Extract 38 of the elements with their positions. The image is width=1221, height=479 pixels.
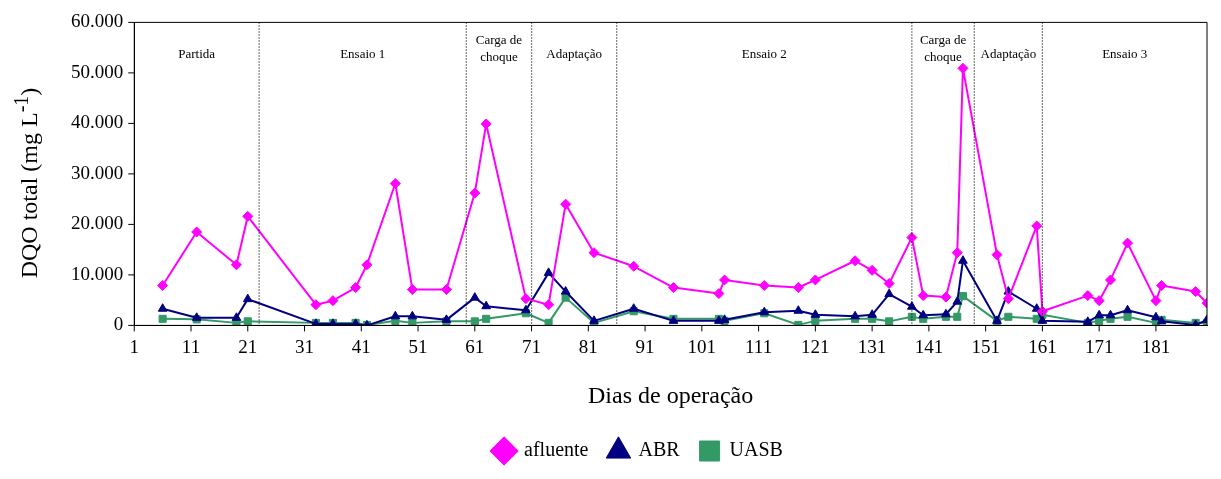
x-tick-label: 51 [408, 335, 428, 357]
x-tick-label: 141 [914, 335, 944, 357]
y-tick-label: 0 [113, 313, 124, 335]
annotation: Carga de choque [475, 31, 523, 64]
x-tick-label: 91 [635, 335, 655, 357]
x-tick-label: 161 [1028, 335, 1057, 357]
x-tick-label: 121 [801, 335, 830, 357]
x-tick-label: 61 [465, 335, 485, 357]
x-tick-label: 81 [578, 335, 598, 357]
legend-label: ABR [638, 438, 681, 461]
x-tick-label: 21 [238, 335, 258, 357]
x-tick-label: 31 [295, 335, 315, 357]
y-tick-label: 50.000 [71, 60, 124, 82]
annotation: Partida [178, 45, 216, 61]
x-tick-label: 1 [129, 335, 139, 357]
annotation: Ensaio 3 [1102, 45, 1148, 61]
x-tick-label: 41 [351, 335, 371, 357]
x-tick-label: 111 [745, 335, 773, 357]
legend-label: afluente [524, 438, 589, 461]
annotation: Ensaio 1 [340, 45, 386, 61]
x-tick-label: 131 [857, 335, 887, 357]
x-tick-label: 171 [1084, 335, 1114, 357]
annotation: Adaptação [546, 45, 602, 61]
y-tick-label: 20.000 [71, 212, 124, 234]
annotation: Carga de choque [919, 31, 967, 64]
x-tick-label: 71 [522, 335, 542, 357]
annotation: Ensaio 2 [741, 45, 787, 61]
legend-label: UASB [729, 438, 783, 461]
x-tick-label: 151 [971, 335, 1000, 357]
x-tick-label: 11 [181, 335, 201, 357]
y-tick-label: 30.000 [71, 161, 124, 183]
annotation: Adaptação [980, 45, 1037, 61]
y-tick-label: 10.000 [71, 262, 124, 284]
x-tick-label: 101 [687, 335, 717, 357]
y-tick-label: 40.000 [71, 111, 124, 133]
y-tick-label: 60.000 [71, 10, 124, 32]
x-axis-title: Dias de operação [588, 381, 754, 408]
x-tick-label: 181 [1141, 335, 1171, 357]
